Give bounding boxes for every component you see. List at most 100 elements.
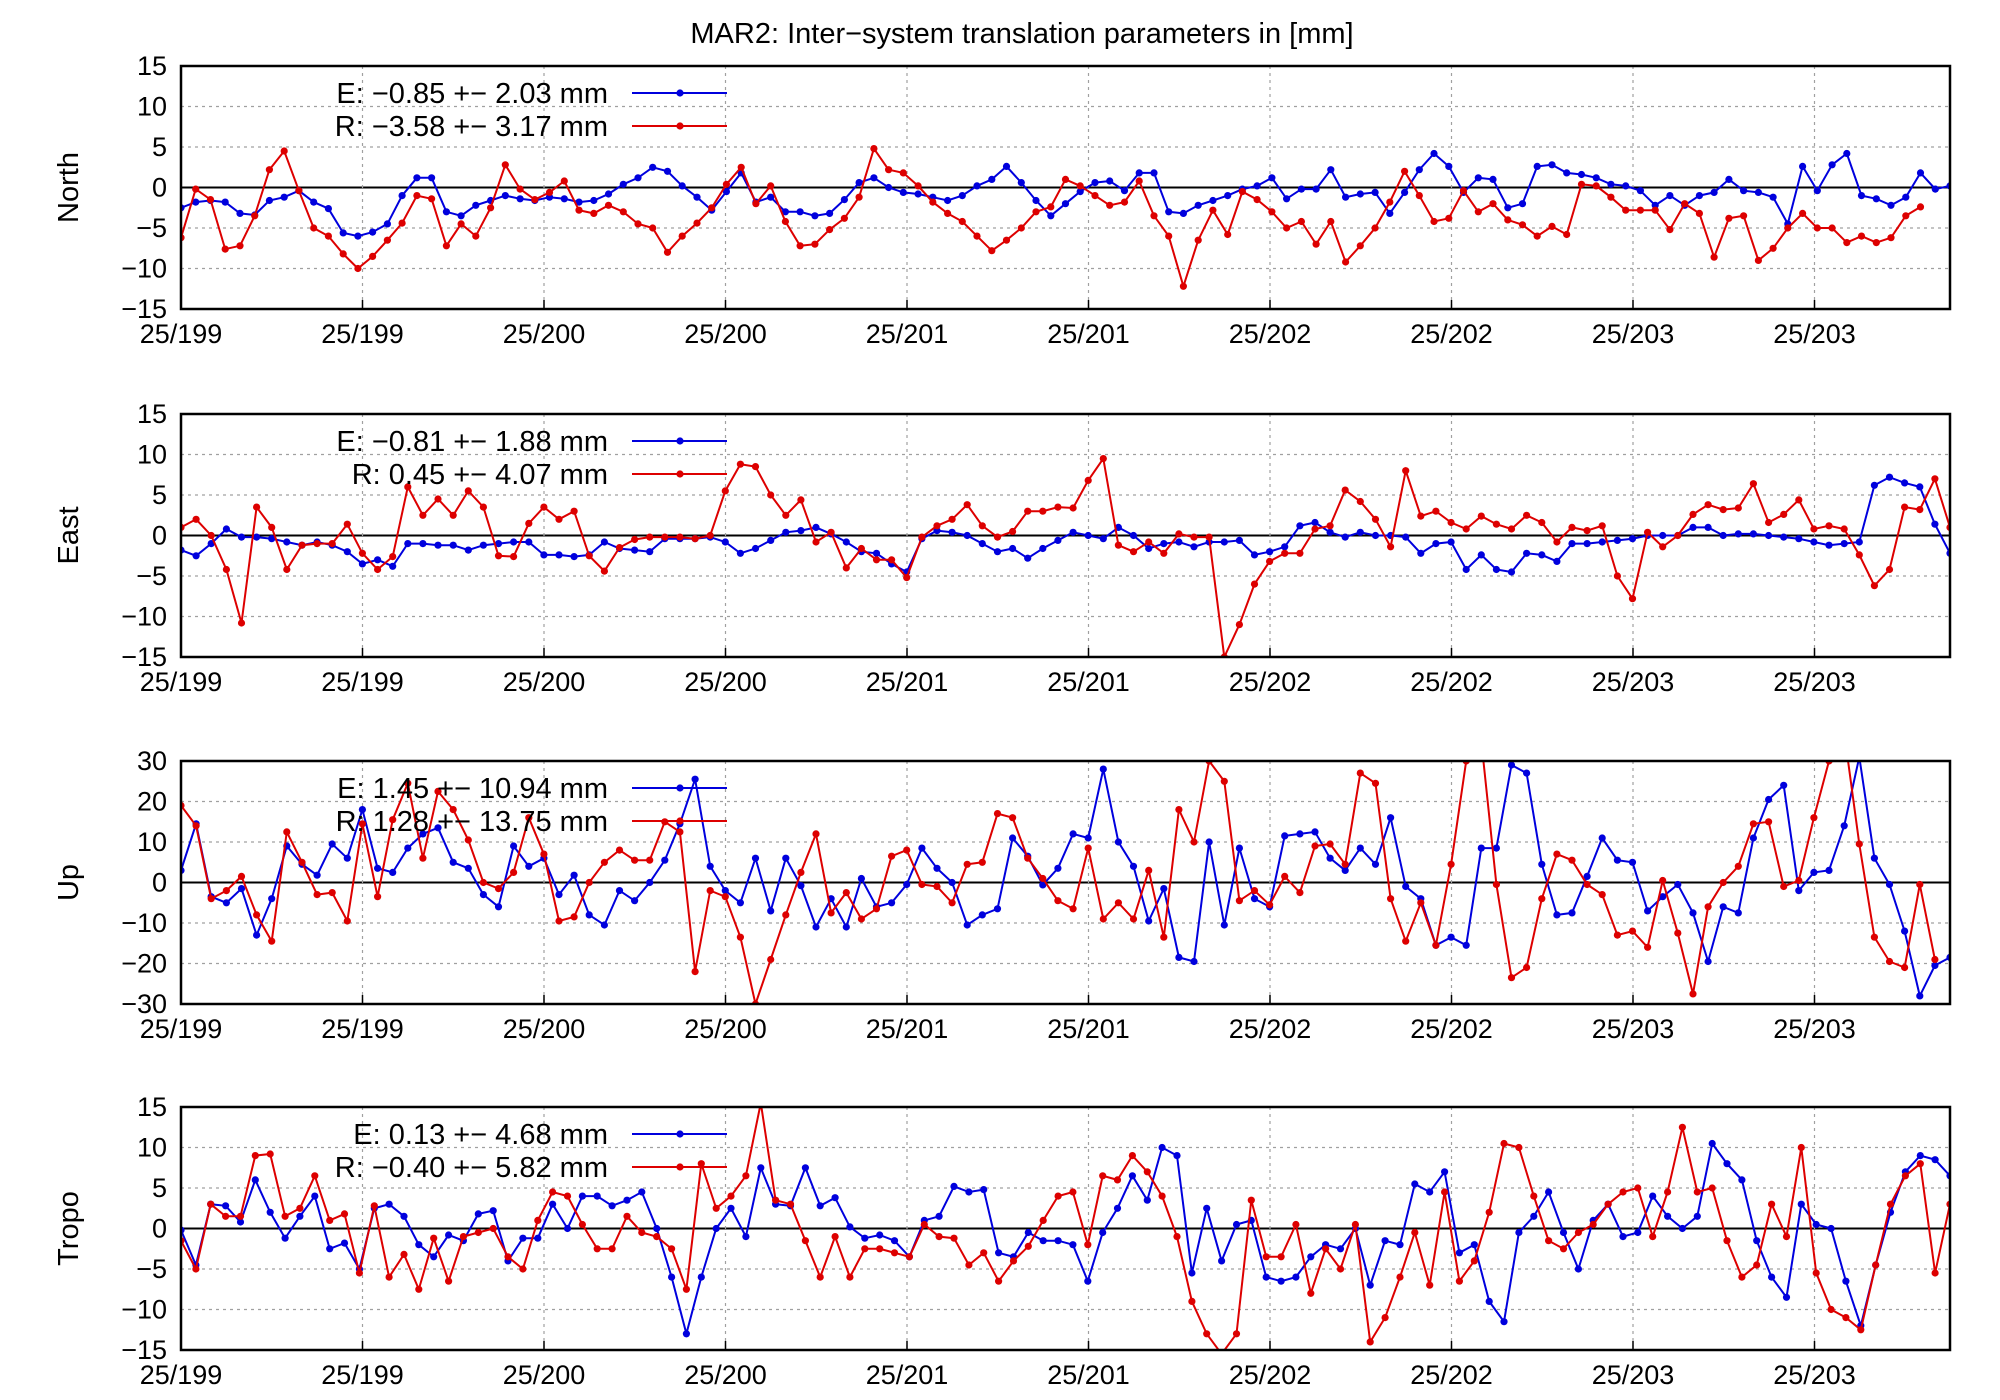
east-r-point <box>1462 525 1470 533</box>
tropo-ytick-label: −15 <box>121 1335 167 1365</box>
east-e-point <box>767 536 775 545</box>
east-r-point <box>978 522 986 530</box>
east-e-point <box>237 533 246 541</box>
tropo-r-point <box>697 1160 705 1168</box>
up-e-point <box>1069 830 1077 838</box>
tropo-r-point <box>727 1192 735 1200</box>
tropo-r-point <box>1559 1245 1568 1253</box>
up-r-point <box>207 895 215 903</box>
north-e-point <box>1592 174 1600 182</box>
north-r-point <box>1887 234 1895 242</box>
tropo-r-point <box>1054 1192 1062 1200</box>
east-r-point <box>1674 531 1682 540</box>
tropo-e-point <box>980 1186 988 1194</box>
up-legend-marker <box>676 817 684 825</box>
east-r-point <box>1024 507 1032 515</box>
up-r-point <box>464 836 472 844</box>
east-series-r <box>181 455 1969 657</box>
east-xtick-label: 25/203 <box>1592 667 1675 697</box>
tropo-e-point <box>1530 1212 1538 1220</box>
east-e-point <box>1523 549 1531 557</box>
tropo-e-point <box>430 1253 438 1261</box>
east-r-point <box>1628 595 1637 603</box>
north-r-point <box>236 242 244 250</box>
north-frame <box>179 64 1952 311</box>
north-e-point <box>1902 193 1910 201</box>
up-e-point <box>1220 921 1228 929</box>
tropo-e-point <box>1307 1253 1315 1261</box>
tropo-r-point <box>1128 1152 1136 1160</box>
tropo-xtick-label: 25/199 <box>140 1360 223 1390</box>
north-e-point <box>1253 182 1261 190</box>
north-r-point <box>1356 242 1364 250</box>
north-r-point <box>590 209 598 217</box>
north-r-point <box>1430 217 1438 226</box>
tropo-r-point <box>1232 1330 1241 1338</box>
east-e-point <box>948 528 956 536</box>
north-e-point <box>1032 196 1040 205</box>
north-e-line <box>181 151 1950 238</box>
north-r-point <box>619 208 627 216</box>
up-r-point <box>1432 941 1440 949</box>
tropo-e-point <box>1113 1204 1122 1212</box>
tropo-r-point <box>757 1099 764 1106</box>
up-e-point <box>1765 795 1773 804</box>
up-r-point <box>1296 889 1304 897</box>
up-e-point <box>585 911 593 919</box>
east-e-point <box>1810 538 1818 546</box>
north-r-point <box>1533 232 1541 240</box>
tropo-e-point <box>1143 1196 1151 1204</box>
north-e-point <box>781 208 790 216</box>
east-r-point <box>1962 524 1969 531</box>
tropo-r-point <box>1203 1330 1211 1338</box>
tropo-r-point <box>1247 1196 1255 1204</box>
east-e-point <box>1598 538 1606 546</box>
tropo-r-point <box>1604 1200 1612 1208</box>
tropo-e-point <box>1024 1228 1032 1237</box>
east-r-point <box>615 544 624 552</box>
up-e-point <box>1402 882 1410 891</box>
up-r-point <box>404 779 412 787</box>
east-e-point <box>1084 531 1092 540</box>
up-e-point <box>1341 866 1349 875</box>
north-e-point <box>1548 161 1556 169</box>
north-r-point <box>781 217 790 226</box>
north-r-point <box>1666 226 1674 234</box>
tropo-r-point <box>370 1202 378 1210</box>
up-r-point <box>570 913 578 921</box>
east-xtick-label: 25/199 <box>140 667 223 697</box>
tropo-r-point <box>786 1200 795 1208</box>
north-r-point <box>265 166 273 174</box>
north-e-point <box>870 174 878 182</box>
north-r-point <box>1489 200 1497 208</box>
up-r-point <box>1598 891 1606 899</box>
east-r-point <box>1447 518 1455 527</box>
east-r-point <box>570 507 578 515</box>
east-r-point <box>1538 518 1546 527</box>
east-e-point <box>1840 540 1848 548</box>
tropo-e-point <box>1084 1277 1092 1285</box>
east-e-point <box>222 525 230 533</box>
tropo-e-point <box>281 1234 289 1242</box>
north-r-point <box>737 163 745 171</box>
north-r-point <box>1592 182 1600 190</box>
up-e-point <box>1704 957 1712 966</box>
tropo-xtick-label: 25/200 <box>503 1360 586 1390</box>
east-e-point <box>1402 533 1410 541</box>
east-r-point <box>1810 525 1818 533</box>
north-r-point <box>1371 224 1379 232</box>
tropo-e-point <box>727 1204 735 1212</box>
tropo-r-point <box>400 1250 408 1258</box>
up-r-point <box>192 822 200 830</box>
north-e-point <box>944 196 952 205</box>
east-r-point <box>676 533 684 541</box>
up-r-point <box>691 968 699 976</box>
up-r-point <box>585 878 593 887</box>
up-r-point <box>918 880 926 889</box>
north-e-point <box>457 212 465 220</box>
north-r-point <box>428 195 436 203</box>
north-e-point <box>236 209 244 217</box>
tropo-r-point <box>504 1253 512 1261</box>
tropo-r-point <box>1782 1233 1791 1241</box>
